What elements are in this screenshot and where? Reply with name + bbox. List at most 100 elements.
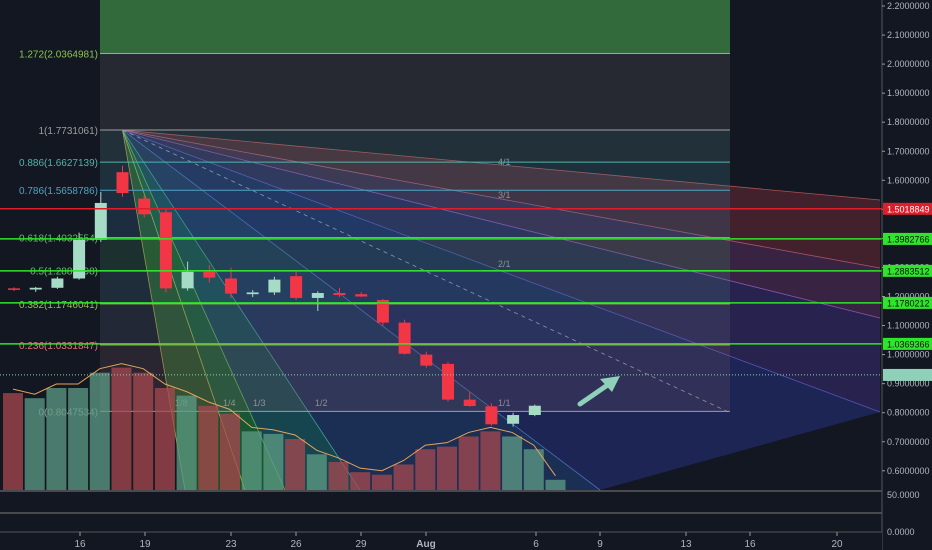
price-tick-label: 1.2000000 (887, 292, 930, 302)
fib-level-label: 0.5(1.2889298) (30, 267, 98, 278)
volume-bar (111, 367, 132, 490)
volume-bar (415, 449, 436, 490)
candle-body (94, 202, 107, 240)
price-tick-label: 2.2000000 (887, 1, 930, 11)
candle-body (203, 271, 216, 278)
time-tick-label: 6 (533, 539, 539, 550)
fib-level-label: 1(1.7731061) (39, 126, 99, 137)
volume-bar (285, 439, 306, 490)
price-badge-label: 1.1780212 (887, 298, 930, 308)
candlesticks (8, 165, 620, 427)
volume-bar (437, 446, 457, 490)
gann-fan-zone (122, 130, 880, 490)
candle-body (463, 399, 476, 407)
candle-body (225, 278, 237, 294)
price-tick-label: 0.7000000 (887, 437, 930, 447)
price-badge-label: 1.0369366 (887, 339, 930, 349)
price-tick-label: 1.0000000 (887, 350, 930, 360)
gann-fan-line (122, 129, 881, 201)
volume-bar (176, 395, 197, 490)
horizontal-lines (0, 208, 882, 376)
candle-body (246, 292, 259, 295)
price-tick-label: 2.0000000 (887, 59, 930, 69)
candle-body (333, 293, 346, 296)
price-tick-label: 1.7000000 (887, 146, 930, 156)
price-badge (883, 337, 932, 350)
candle-body (311, 293, 324, 298)
time-tick-label: 19 (139, 539, 151, 550)
candle-body (442, 363, 454, 400)
price-badge-label: 1.3982766 (887, 234, 930, 244)
time-axis: 16 19 23 26 29 Aug 6 9 13 16 20 (0, 531, 882, 550)
fib-level-label: 0.382(1.1746041) (19, 300, 98, 311)
volume-bar (154, 388, 175, 490)
gann-fan-label: 1/4 (223, 398, 236, 408)
volume-bars (0, 363, 882, 514)
time-tick-label: 16 (744, 539, 756, 550)
candle-body (376, 299, 389, 323)
volume-bar (480, 431, 501, 490)
price-badge (883, 202, 932, 215)
time-tick-label: 9 (597, 539, 603, 550)
fib-zone (100, 130, 730, 163)
volume-bar (458, 436, 479, 490)
gann-fan-label: 1/3 (253, 398, 266, 408)
price-badge (883, 264, 932, 277)
candle-body (181, 271, 194, 289)
volume-bar (328, 461, 349, 490)
price-tick-label: 1.8000000 (887, 117, 930, 127)
volume-bar (263, 433, 284, 490)
candle-body (73, 239, 86, 279)
time-tick-label: 13 (680, 539, 692, 550)
fib-level-label: 0.236(1.0331847) (19, 341, 98, 352)
candle-body (29, 287, 42, 290)
fib-level-label: 0.886(1.6627139) (19, 158, 98, 169)
volume-tick-label: 0.0000 (887, 527, 915, 537)
volume-bar (3, 393, 23, 490)
gann-fan-label: 2/1 (498, 259, 511, 269)
price-badge (883, 232, 932, 245)
time-axis-panel[interactable] (0, 532, 882, 550)
price-axis: 2.2000000 2.1000000 2.0000000 1.9000000 1.80… (881, 0, 932, 550)
candle-body (8, 288, 20, 290)
time-tick-label: 23 (225, 539, 237, 550)
gann-fan-label: 1/1 (498, 398, 511, 408)
volume-bar (371, 474, 392, 490)
volume-bar (393, 464, 414, 490)
volume-bar (89, 372, 110, 490)
price-tick-label: 1.9000000 (887, 88, 930, 98)
time-tick-label: Aug (416, 539, 435, 550)
fib-level-label: 0.786(1.5658786) (19, 186, 98, 197)
price-tick-label: 0.8000000 (887, 408, 930, 418)
price-tick-label: 2.1000000 (887, 30, 930, 40)
candle-body (420, 354, 433, 366)
volume-bar (198, 405, 219, 490)
volume-moving-average (12, 363, 556, 477)
volume-bar (46, 388, 67, 490)
time-tick-label: 29 (355, 539, 367, 550)
price-badge-label: 1.2883512 (887, 266, 930, 276)
candle-body (507, 415, 520, 424)
fib-zone (100, 162, 730, 191)
volume-bar (502, 436, 523, 490)
volume-bar (306, 454, 327, 490)
fib-zone (100, 237, 730, 271)
volume-bar (241, 431, 262, 490)
price-tick-label: 0.6000000 (887, 466, 930, 476)
gann-fan-line (122, 129, 881, 319)
candle-body (268, 279, 281, 293)
volume-bar (350, 472, 371, 490)
current-price-badge (883, 368, 932, 381)
price-tick-label: 0.9000000 (887, 379, 930, 389)
candle-body (290, 276, 303, 298)
fib-extension-zone (100, 0, 730, 54)
volume-bar (523, 449, 544, 490)
time-tick-label: 20 (831, 539, 843, 550)
gann-fan-label: 1/2 (315, 398, 328, 408)
volume-bar (24, 398, 45, 490)
price-tick-label: 1.1000000 (887, 321, 930, 331)
price-tick-label: 1.6000000 (887, 175, 930, 185)
trend-arrow-icon[interactable] (577, 376, 620, 407)
